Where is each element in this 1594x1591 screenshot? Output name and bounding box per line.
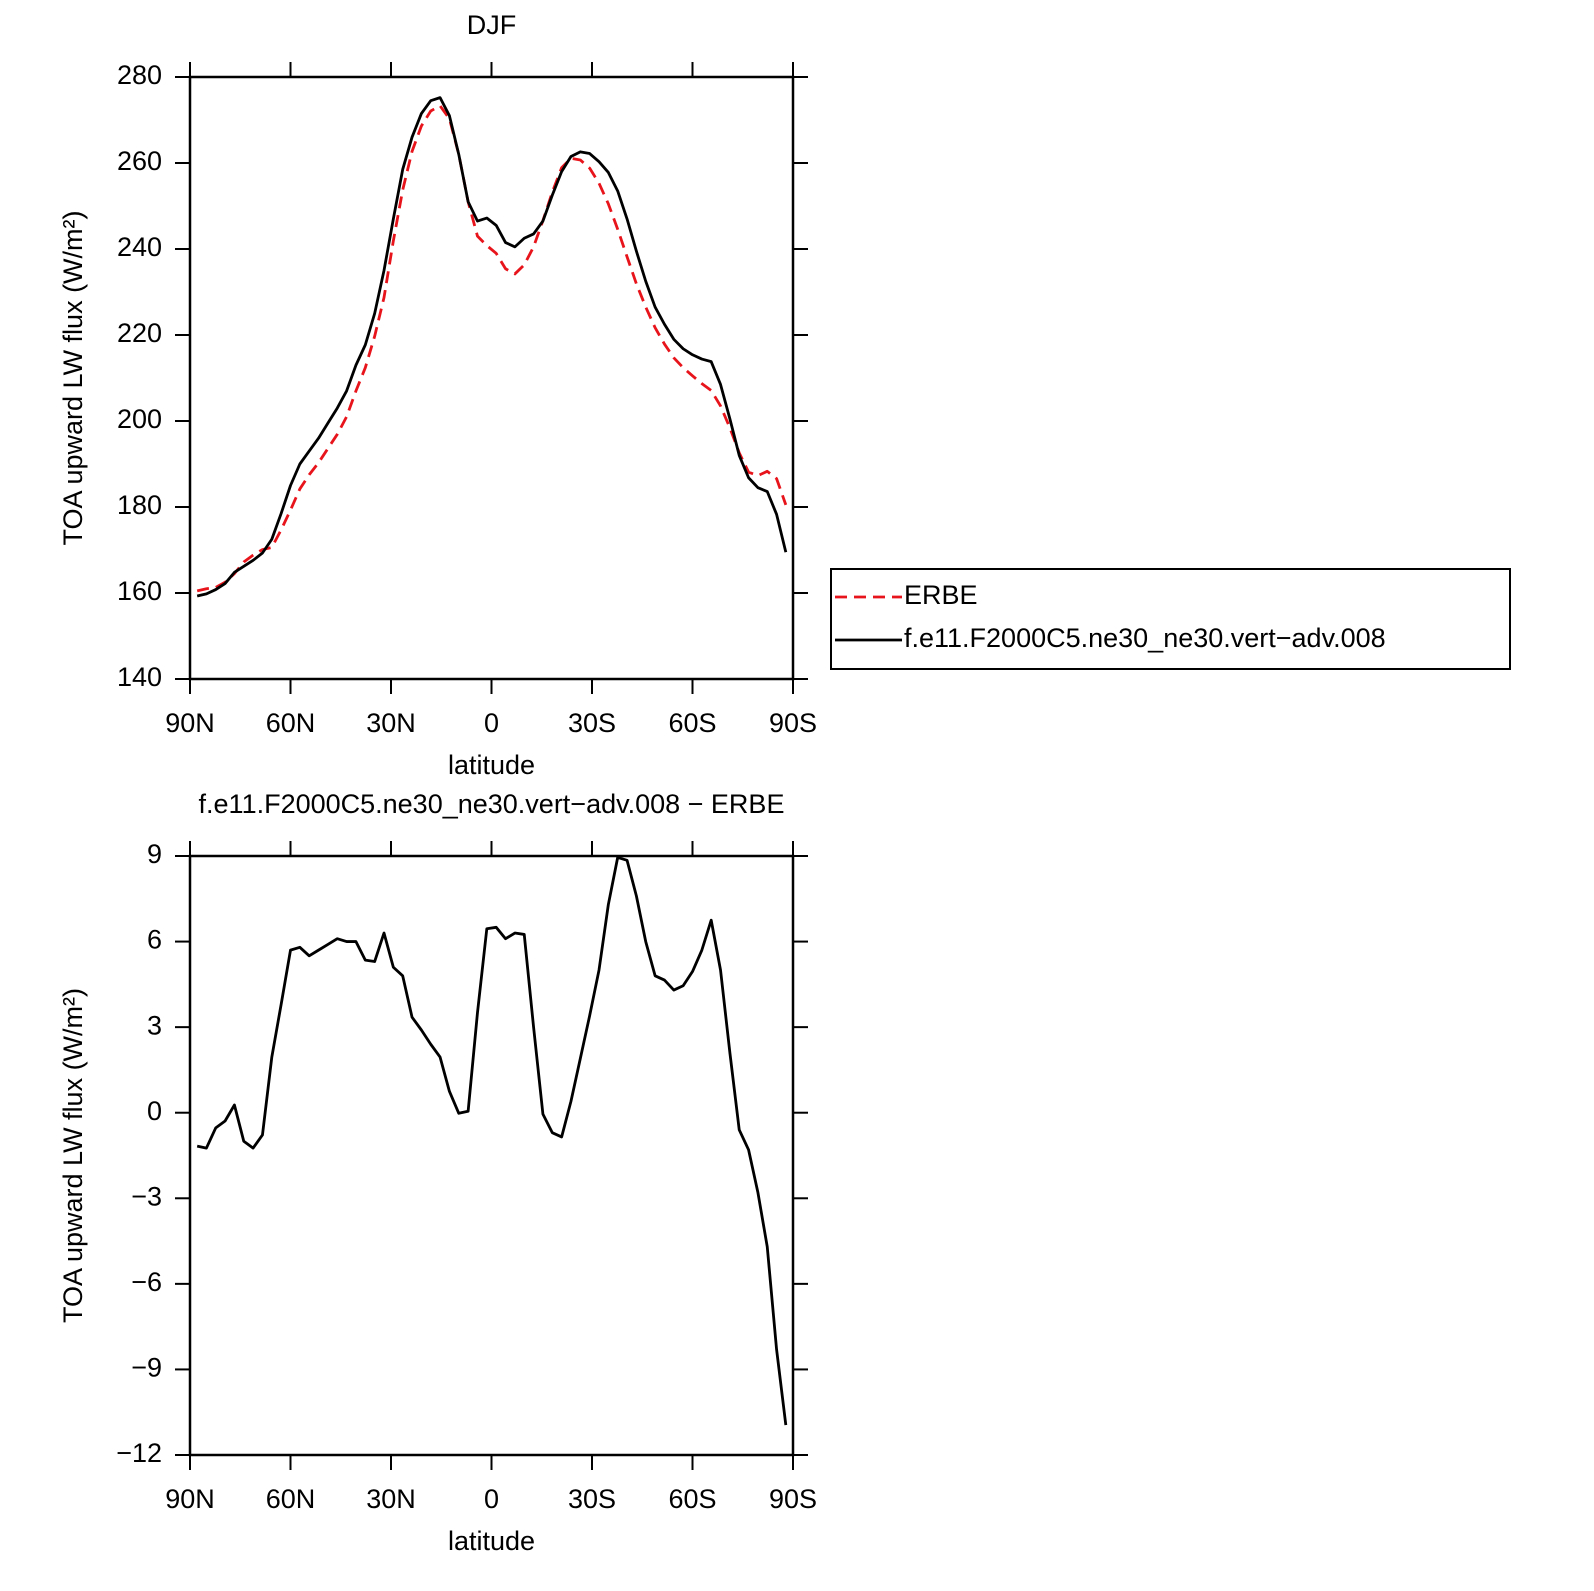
x-tick-label: 90N	[165, 1484, 215, 1514]
plot-frame	[188, 75, 795, 681]
x-tick-label: 60S	[668, 708, 716, 738]
y-axis-label: TOA upward LW flux (W/m²)	[58, 210, 88, 545]
x-tick-label: 30N	[366, 708, 416, 738]
y-tick-label: 180	[117, 490, 162, 520]
legend-label: ERBE	[904, 580, 978, 610]
x-axis-label: latitude	[448, 1526, 535, 1556]
y-tick-label: −3	[131, 1181, 162, 1211]
y-tick-label: 9	[147, 839, 162, 869]
data-line	[196, 856, 788, 1426]
x-tick-label: 90S	[769, 1484, 817, 1514]
y-tick-label: 6	[147, 925, 162, 955]
x-tick-label: 60N	[266, 708, 316, 738]
x-tick-label: 60N	[266, 1484, 316, 1514]
y-tick-label: 260	[117, 146, 162, 176]
x-tick-label: 90S	[769, 708, 817, 738]
y-tick-label: −9	[131, 1353, 162, 1383]
y-tick-label: −6	[131, 1267, 162, 1297]
x-axis-label: latitude	[448, 750, 535, 780]
x-tick-label: 30S	[568, 1484, 616, 1514]
y-tick-label: 220	[117, 318, 162, 348]
data-line	[196, 104, 788, 593]
y-tick-label: 140	[117, 662, 162, 692]
y-tick-label: 200	[117, 404, 162, 434]
x-tick-label: 90N	[165, 708, 215, 738]
x-tick-label: 0	[484, 708, 499, 738]
chart-title: DJF	[467, 10, 517, 40]
y-tick-label: 240	[117, 232, 162, 262]
x-tick-label: 60S	[668, 1484, 716, 1514]
x-tick-label: 30N	[366, 1484, 416, 1514]
y-tick-label: −12	[116, 1438, 162, 1468]
y-tick-label: 280	[117, 60, 162, 90]
data-line	[196, 96, 788, 598]
y-axis-label: TOA upward LW flux (W/m²)	[58, 988, 88, 1323]
x-tick-label: 30S	[568, 708, 616, 738]
y-tick-label: 3	[147, 1010, 162, 1040]
x-tick-label: 0	[484, 1484, 499, 1514]
chart-title: f.e11.F2000C5.ne30_ne30.vert−adv.008 − E…	[199, 789, 785, 819]
y-tick-label: 0	[147, 1096, 162, 1126]
y-tick-label: 160	[117, 576, 162, 606]
legend-label: f.e11.F2000C5.ne30_ne30.vert−adv.008	[904, 623, 1386, 653]
legend-box	[830, 568, 1511, 670]
